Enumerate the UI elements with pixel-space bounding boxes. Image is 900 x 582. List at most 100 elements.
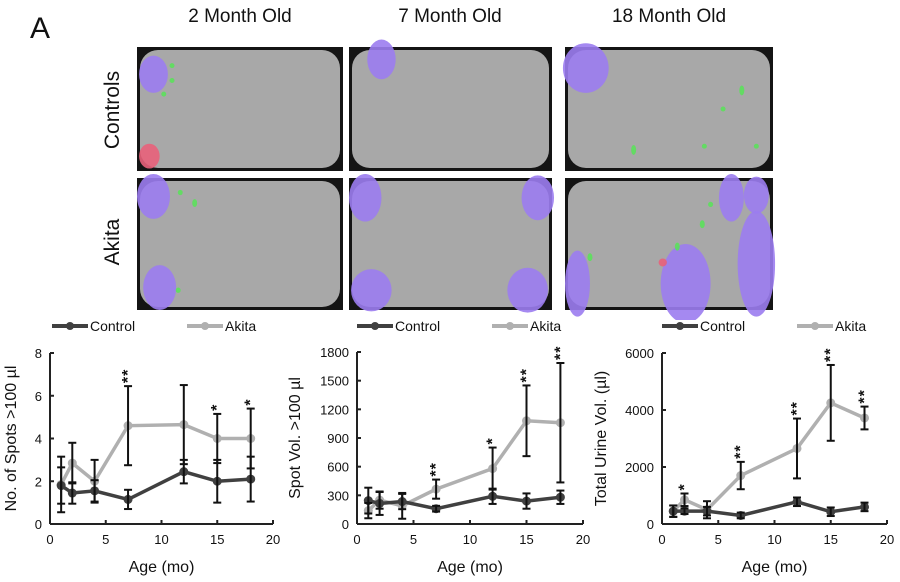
x-tick-label: 20 <box>576 532 590 547</box>
legend-label-akita: Akita <box>225 318 256 334</box>
x-tick-label: 15 <box>519 532 533 547</box>
column-title-7-month: 7 Month Old <box>398 6 502 27</box>
y-tick-label: 4 <box>35 432 42 447</box>
series-line <box>672 400 866 513</box>
void-small-spot <box>161 91 167 97</box>
error-bar <box>375 490 384 510</box>
void-small-spot <box>169 63 175 69</box>
column-title-18-month: 18 Month Old <box>611 6 727 27</box>
error-bar <box>124 385 133 467</box>
chart-3: 0 5 10 15 20 0 2000 4000 6000 Age (mo) Total Urine… <box>593 318 894 576</box>
cage-floor <box>140 181 340 307</box>
chart-1: 0 5 10 15 20 0 2 4 6 8 Age (mo) No. of Spots >100 µ… <box>3 318 280 576</box>
legend-label-control: Control <box>395 318 440 334</box>
series-control <box>363 491 565 514</box>
y-axis-label: No. of Spots >100 µl <box>3 366 20 512</box>
error-bar <box>68 441 77 485</box>
void-small-spot <box>175 287 181 293</box>
x-tick-label: 10 <box>767 532 781 547</box>
cage-image-control-18mo <box>562 43 773 171</box>
legend-marker-control <box>66 322 74 330</box>
x-tick-label: 10 <box>463 532 477 547</box>
cage-image-akita-18mo <box>565 174 776 320</box>
significance-marker: * <box>243 398 260 405</box>
error-bar <box>432 504 441 513</box>
void-large-spot <box>737 210 776 317</box>
void-small-spot <box>708 201 714 208</box>
cage-floor-images <box>137 39 776 320</box>
legend-label-control: Control <box>700 318 745 334</box>
y-tick-label: 4000 <box>625 403 654 418</box>
legend-marker-akita <box>811 322 819 330</box>
legend-marker-akita <box>201 322 209 330</box>
void-small-spot <box>699 220 705 229</box>
significance-marker: ** <box>857 389 874 403</box>
x-axis-label: Age (mo) <box>129 559 195 576</box>
error-bar <box>90 458 99 504</box>
series-akita <box>668 398 869 516</box>
y-axis-label: Total Urine Vol. (µl) <box>593 371 610 506</box>
error-bar <box>213 412 222 465</box>
void-large-spot <box>718 174 744 222</box>
x-tick-label: 0 <box>46 532 53 547</box>
x-axis-label: Age (mo) <box>437 559 503 576</box>
x-tick-label: 0 <box>353 532 360 547</box>
cage-image-control-2mo <box>137 47 343 171</box>
y-tick-label: 600 <box>327 460 349 475</box>
error-bar <box>736 511 745 520</box>
x-tick-label: 5 <box>715 532 722 547</box>
void-large-spot <box>351 269 392 312</box>
error-bar <box>826 506 835 518</box>
column-title-2-month: 2 Month Old <box>188 6 292 27</box>
void-small-spot <box>587 253 593 262</box>
y-tick-label: 1200 <box>320 402 349 417</box>
error-bar <box>124 488 133 511</box>
error-bar <box>703 500 711 520</box>
significance-marker: ** <box>120 369 137 383</box>
legend-marker-control <box>371 322 379 330</box>
legend-label-akita: Akita <box>530 318 561 334</box>
x-tick-label: 5 <box>410 532 417 547</box>
error-bar <box>179 384 188 466</box>
void-large-spot <box>565 250 590 317</box>
error-bar <box>432 478 441 500</box>
error-bar <box>680 507 689 516</box>
void-large-spot <box>562 43 609 93</box>
series-line <box>367 418 561 512</box>
void-large-spot <box>139 55 168 93</box>
x-axis-label: Age (mo) <box>742 559 808 576</box>
error-bar <box>736 460 745 491</box>
void-small-spot <box>631 144 637 155</box>
x-tick-label: 10 <box>154 532 168 547</box>
cage-floor <box>568 181 770 307</box>
void-large-spot <box>521 175 555 221</box>
void-large-spot <box>367 39 396 80</box>
error-bar <box>398 491 407 520</box>
y-tick-label: 1500 <box>320 374 349 389</box>
panel-label: A <box>30 12 51 45</box>
y-tick-label: 0 <box>647 517 654 532</box>
void-large-spot <box>507 267 548 313</box>
legend-marker-control <box>676 322 684 330</box>
void-small-spot <box>720 106 726 112</box>
cage-floor <box>352 181 549 307</box>
error-bar <box>860 501 869 513</box>
error-bar <box>680 492 689 508</box>
series-line <box>59 422 251 486</box>
series-akita <box>56 420 256 489</box>
y-tick-label: 1800 <box>320 345 349 360</box>
error-bar <box>826 363 835 442</box>
y-tick-label: 2 <box>35 474 42 489</box>
error-bar <box>522 384 531 458</box>
series-line <box>367 494 561 511</box>
cage-image-akita-7mo <box>349 174 555 313</box>
significance-marker: * <box>485 437 502 444</box>
legend-marker-akita <box>506 322 514 330</box>
void-large-spot <box>743 176 769 214</box>
x-tick-label: 20 <box>266 532 280 547</box>
x-tick-label: 15 <box>210 532 224 547</box>
significance-marker: ** <box>552 346 569 360</box>
void-small-spot <box>169 78 175 83</box>
cage-floor <box>352 50 549 168</box>
